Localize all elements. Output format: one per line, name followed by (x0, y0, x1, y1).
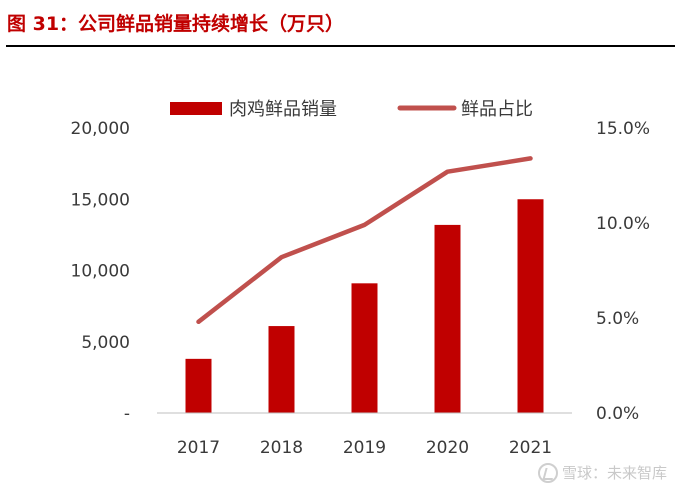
x-tick-label: 2017 (177, 438, 220, 458)
bar-series (185, 199, 544, 413)
watermark: 雪球：未来智库 (537, 462, 667, 483)
bar-2019 (351, 283, 378, 413)
y-right-tick-label: 10.0% (596, 214, 650, 234)
watermark-text: 雪球：未来智库 (561, 464, 667, 482)
y-right-tick-label: 5.0% (596, 309, 639, 329)
bar-2017 (185, 358, 212, 413)
snowball-logo-icon (537, 462, 558, 483)
x-tick-label: 2021 (509, 438, 552, 458)
y-left-tick-label: 5,000 (81, 333, 130, 353)
legend-label-bar: 肉鸡鲜品销量 (229, 99, 337, 120)
bar-2020 (434, 224, 461, 413)
x-tick-label: 2020 (426, 438, 469, 458)
line-series (196, 156, 533, 325)
y-left-tick-label: 10,000 (71, 262, 130, 282)
legend-label-line: 鲜品占比 (461, 99, 533, 120)
chart-legend: 肉鸡鲜品销量 鲜品占比 (170, 99, 533, 120)
bar-2021 (517, 199, 544, 413)
y-left-tick-label: 20,000 (71, 119, 130, 139)
legend-swatch-bar (170, 102, 222, 115)
y-left-tick-label: 15,000 (71, 190, 130, 210)
title-divider (6, 45, 675, 47)
x-tick-label: 2018 (260, 438, 303, 458)
figure-title: 图 31：公司鲜品销量持续增长（万只） (7, 13, 345, 35)
y-right-tick-label: 0.0% (596, 404, 639, 424)
x-tick-label: 2019 (343, 438, 386, 458)
bar-2018 (268, 326, 295, 413)
y-right-tick-label: 15.0% (596, 119, 650, 139)
chart-axes: 2017 2018 2019 2020 2021 - 5,000 10,000 15,000 20… (71, 119, 651, 458)
y-left-tick-label: - (124, 404, 130, 424)
